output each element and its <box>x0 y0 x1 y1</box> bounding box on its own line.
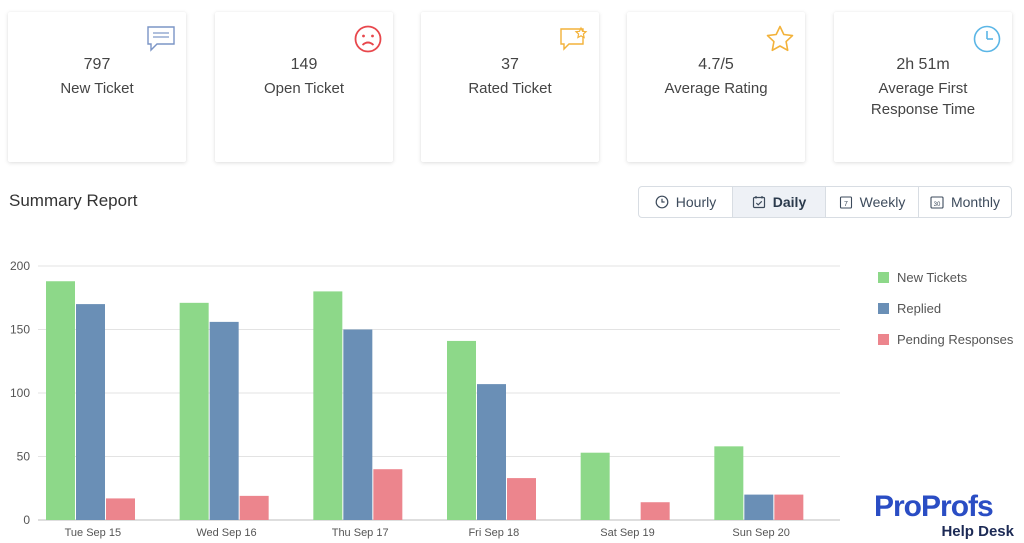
y-tick-label: 100 <box>10 386 30 400</box>
bar-pending-responses-1 <box>239 495 269 520</box>
open-ticket-value: 149 <box>290 56 318 73</box>
legend-swatch-new-tickets <box>878 272 889 283</box>
bar-pending-responses-5 <box>774 494 804 520</box>
y-tick-label: 0 <box>23 513 30 527</box>
bar-replied-3 <box>477 384 506 520</box>
legend-label-replied: Replied <box>897 301 942 316</box>
calendar-check-icon <box>752 196 765 209</box>
monthly-button[interactable]: 30 Monthly <box>919 187 1011 217</box>
x-tick-label: Sat Sep 19 <box>600 527 654 539</box>
daily-label: Daily <box>772 194 807 210</box>
brand-logo-text: ProProfs <box>874 490 994 523</box>
calendar-30-icon: 30 <box>930 196 944 209</box>
x-tick-label: Wed Sep 16 <box>196 527 256 539</box>
rated-ticket-card[interactable]: 37 Rated Ticket <box>421 12 599 162</box>
legend-pending[interactable]: Pending Responses <box>878 324 1013 355</box>
bar-new-tickets-5 <box>714 446 744 520</box>
y-tick-label: 50 <box>17 450 31 464</box>
summary-report-title: Summary Report <box>9 191 138 210</box>
calendar-7-icon: 7 <box>839 196 852 209</box>
svg-text:30: 30 <box>934 202 941 208</box>
svg-text:7: 7 <box>844 201 848 208</box>
bar-replied-0 <box>76 304 105 520</box>
open-ticket-card[interactable]: 149 Open Ticket <box>215 12 393 162</box>
bar-replied-1 <box>209 321 239 520</box>
open-ticket-label: Open Ticket <box>263 80 345 97</box>
legend-new-tickets[interactable]: New Tickets <box>878 262 1013 293</box>
y-tick-label: 200 <box>10 259 30 273</box>
weekly-button[interactable]: 7 Weekly <box>826 187 919 217</box>
x-tick-label: Thu Sep 17 <box>332 527 389 539</box>
chat-bubble-icon <box>147 26 175 52</box>
bar-pending-responses-3 <box>507 478 536 520</box>
bar-replied-5 <box>744 494 774 520</box>
bar-replied-2 <box>343 329 373 520</box>
x-tick-label: Fri Sep 18 <box>468 527 519 539</box>
clock-icon <box>655 195 669 209</box>
summary-bar-chart: 0 50 100 150 200 Tue Sep 15 Wed Sep 16 Thu Sep … <box>10 259 840 539</box>
average-rating-value: 4.7/5 <box>698 56 734 73</box>
average-rating-label: Average Rating <box>664 80 768 97</box>
y-tick-label: 150 <box>10 323 30 337</box>
hourly-button[interactable]: Hourly <box>639 187 733 217</box>
bar-new-tickets-4 <box>580 452 610 520</box>
rated-ticket-value: 37 <box>501 56 519 73</box>
bar-pending-responses-0 <box>106 498 135 520</box>
chart-legend: New Tickets Replied Pending Responses <box>878 262 1013 355</box>
legend-replied[interactable]: Replied <box>878 293 1013 324</box>
new-ticket-value: 797 <box>83 56 111 73</box>
new-ticket-label: New Ticket <box>60 80 134 97</box>
legend-swatch-pending <box>878 334 889 345</box>
hourly-label: Hourly <box>675 194 717 210</box>
legend-swatch-replied <box>878 303 889 314</box>
first-response-label: Average First Response Time <box>870 80 976 118</box>
rated-chat-icon <box>560 26 588 51</box>
proprofs-logo: ProProfs Help Desk <box>874 492 1022 542</box>
star-icon <box>766 25 794 52</box>
bar-pending-responses-2 <box>373 469 403 520</box>
bar-new-tickets-1 <box>179 302 209 520</box>
rated-ticket-label: Rated Ticket <box>468 80 552 97</box>
average-rating-card[interactable]: 4.7/5 Average Rating <box>627 12 805 162</box>
first-response-value: 2h 51m <box>896 56 950 73</box>
x-tick-label: Tue Sep 15 <box>65 527 121 539</box>
period-selector: Hourly Daily 7 Weekly 30 Monthly <box>638 186 1012 218</box>
first-response-card[interactable]: 2h 51m Average First Response Time <box>834 12 1012 162</box>
weekly-label: Weekly <box>859 194 906 210</box>
bar-new-tickets-2 <box>313 291 343 520</box>
legend-label-pending: Pending Responses <box>897 332 1014 347</box>
brand-sub-text: Help Desk <box>941 523 1014 540</box>
kpi-cards: 797 New Ticket 149 Open Ticket 37 Rated … <box>8 12 1018 164</box>
legend-label-new-tickets: New Tickets <box>897 270 968 285</box>
bar-pending-responses-4 <box>640 502 670 520</box>
bar-new-tickets-0 <box>46 281 75 520</box>
x-tick-label: Sun Sep 20 <box>732 527 790 539</box>
sad-face-icon <box>354 25 382 53</box>
new-ticket-card[interactable]: 797 New Ticket <box>8 12 186 162</box>
clock-icon <box>973 25 1001 53</box>
monthly-label: Monthly <box>950 194 1001 210</box>
daily-button[interactable]: Daily <box>733 187 826 217</box>
bar-new-tickets-3 <box>447 340 476 520</box>
